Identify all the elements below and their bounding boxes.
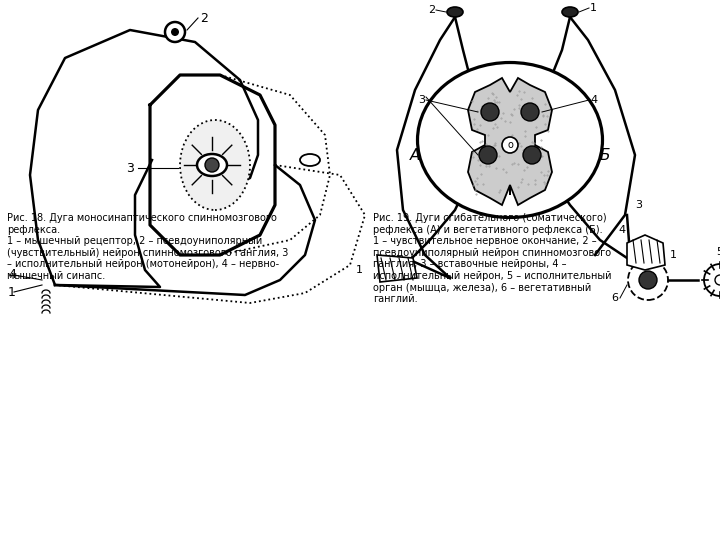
Text: 4: 4 <box>590 95 597 105</box>
Text: 1: 1 <box>670 250 677 260</box>
Circle shape <box>165 22 185 42</box>
Polygon shape <box>377 255 417 282</box>
Text: Б: Б <box>600 147 611 163</box>
Polygon shape <box>627 235 665 270</box>
Circle shape <box>481 103 499 121</box>
Polygon shape <box>468 78 552 205</box>
Text: o: o <box>507 139 513 150</box>
Text: 3: 3 <box>635 200 642 210</box>
Ellipse shape <box>562 7 578 17</box>
Text: 3: 3 <box>418 95 425 105</box>
Ellipse shape <box>197 154 227 176</box>
Ellipse shape <box>300 154 320 166</box>
Text: А: А <box>410 147 420 163</box>
Ellipse shape <box>447 7 463 17</box>
Circle shape <box>521 103 539 121</box>
Text: 1: 1 <box>356 265 363 275</box>
Text: Рис. 18. Дуга моносинаптического спинномозгового
рефлекса.
1 – мышечный рецептор: Рис. 18. Дуга моносинаптического спинном… <box>7 213 289 281</box>
Circle shape <box>639 271 657 289</box>
Circle shape <box>715 275 720 285</box>
Ellipse shape <box>180 120 250 210</box>
Circle shape <box>523 146 541 164</box>
Text: 1: 1 <box>8 286 16 299</box>
Circle shape <box>171 28 179 36</box>
Circle shape <box>502 137 518 153</box>
Ellipse shape <box>418 63 603 218</box>
Text: 2: 2 <box>428 5 435 15</box>
Text: 6: 6 <box>611 293 618 303</box>
Text: Рис. 19. Дуги сгибательного (соматического)
рефлекса (А) и вегетативного рефлекс: Рис. 19. Дуги сгибательного (соматическо… <box>373 213 611 304</box>
Text: 3: 3 <box>126 161 134 174</box>
Text: 2: 2 <box>200 11 208 24</box>
Text: 4: 4 <box>618 225 625 235</box>
Circle shape <box>704 264 720 296</box>
Text: 1: 1 <box>590 3 597 13</box>
Text: 5: 5 <box>716 247 720 257</box>
Text: 4: 4 <box>8 268 16 281</box>
Circle shape <box>479 146 497 164</box>
Circle shape <box>205 158 219 172</box>
Circle shape <box>628 260 668 300</box>
